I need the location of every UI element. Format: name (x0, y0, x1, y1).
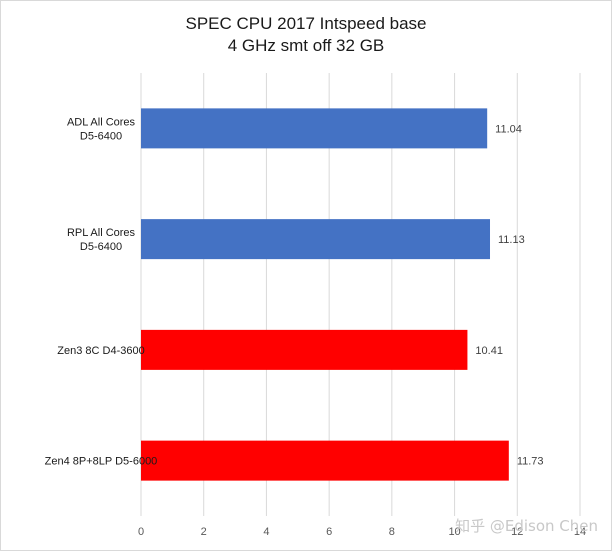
chart-title: SPEC CPU 2017 Intspeed base 4 GHz smt off… (186, 14, 427, 55)
x-tick-label: 6 (326, 526, 332, 538)
x-tick-label: 14 (574, 526, 586, 538)
category-label: ADL All Cores (67, 116, 136, 128)
bar (141, 219, 491, 260)
x-tick-label: 4 (263, 526, 269, 538)
data-label: 11.73 (517, 456, 544, 468)
x-tick-labels: 0 2 4 6 8 10 12 14 (138, 526, 586, 538)
x-tick-label: 8 (389, 526, 395, 538)
category-labels: ADL All Cores D5-6400 RPL All Cores D5-6400… (45, 116, 158, 467)
x-tick-label: 12 (511, 526, 523, 538)
x-tick-label: 0 (138, 526, 144, 538)
bar (141, 108, 488, 149)
x-tick-label: 2 (201, 526, 207, 538)
category-label: RPL All Cores (67, 227, 136, 239)
category-label: Zen4 8P+8LP D5-6000 (45, 456, 158, 468)
chart-title-line: SPEC CPU 2017 Intspeed base (186, 14, 427, 33)
bar (141, 440, 509, 481)
category-label: D5-6400 (80, 241, 122, 253)
data-label: 10.41 (475, 345, 503, 357)
category-label: Zen3 8C D4-3600 (57, 345, 144, 357)
x-tick-label: 10 (448, 526, 460, 538)
data-labels: 11.04 11.13 10.41 11.73 (475, 123, 543, 467)
chart-title-line: 4 GHz smt off 32 GB (228, 36, 385, 55)
data-label: 11.13 (498, 234, 525, 246)
category-label: D5-6400 (80, 130, 122, 142)
data-label: 11.04 (495, 123, 522, 135)
bars (141, 108, 509, 481)
watermark: 知乎 @Edison Chen (455, 517, 598, 535)
bar (141, 329, 468, 370)
